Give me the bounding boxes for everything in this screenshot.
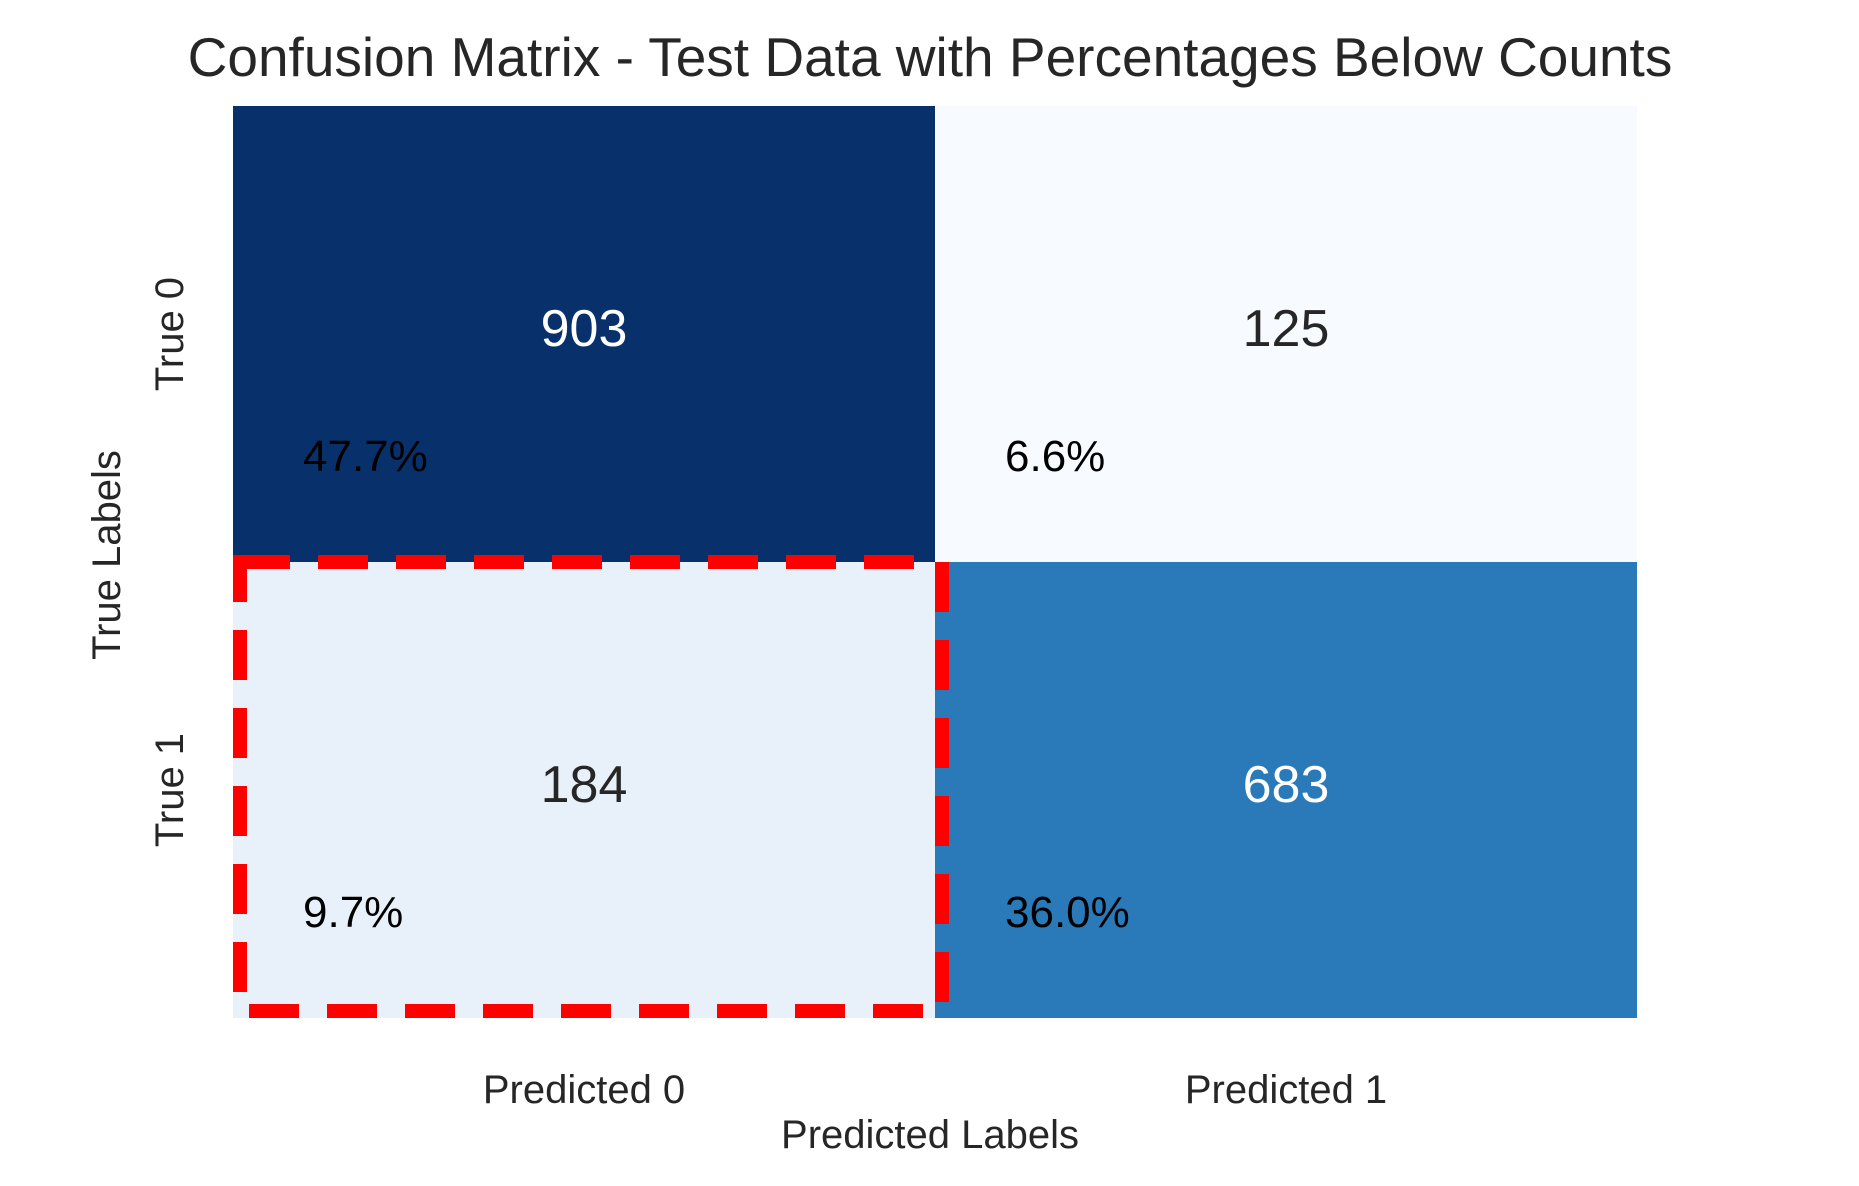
x-tick-labels: Predicted 0 Predicted 1 [483, 1068, 1387, 1112]
y-tick-label: True 1 [148, 733, 192, 847]
heatmap-cell-1-1 [935, 562, 1637, 1018]
heatmap-cells [233, 106, 1637, 1018]
cell-count-label: 683 [1243, 756, 1330, 814]
chart-title: Confusion Matrix - Test Data with Percen… [188, 26, 1673, 88]
cell-percentage-label: 36.0% [1005, 888, 1130, 937]
highlight-box [233, 555, 949, 1018]
cell-percentage-label: 6.6% [1005, 432, 1105, 481]
cell-percentage-label: 47.7% [303, 432, 428, 481]
x-tick-label: Predicted 0 [483, 1068, 685, 1112]
y-tick-labels: True 0 True 1 [148, 277, 192, 847]
heatmap-cell-1-0 [233, 562, 935, 1018]
y-axis-label: True Labels [85, 450, 129, 660]
cell-annotations: 903 47.7% 125 6.6% 184 9.7% 683 36.0% [303, 300, 1329, 937]
cell-count-label: 184 [541, 756, 628, 814]
x-axis-label: Predicted Labels [781, 1113, 1079, 1157]
y-tick-label: True 0 [148, 277, 192, 391]
heatmap-cell-0-0 [233, 106, 935, 562]
cell-percentage-label: 9.7% [303, 888, 403, 937]
cell-count-label: 903 [541, 300, 628, 358]
cell-count-label: 125 [1243, 300, 1330, 358]
x-tick-label: Predicted 1 [1185, 1068, 1387, 1112]
heatmap-cell-0-1 [935, 106, 1637, 562]
